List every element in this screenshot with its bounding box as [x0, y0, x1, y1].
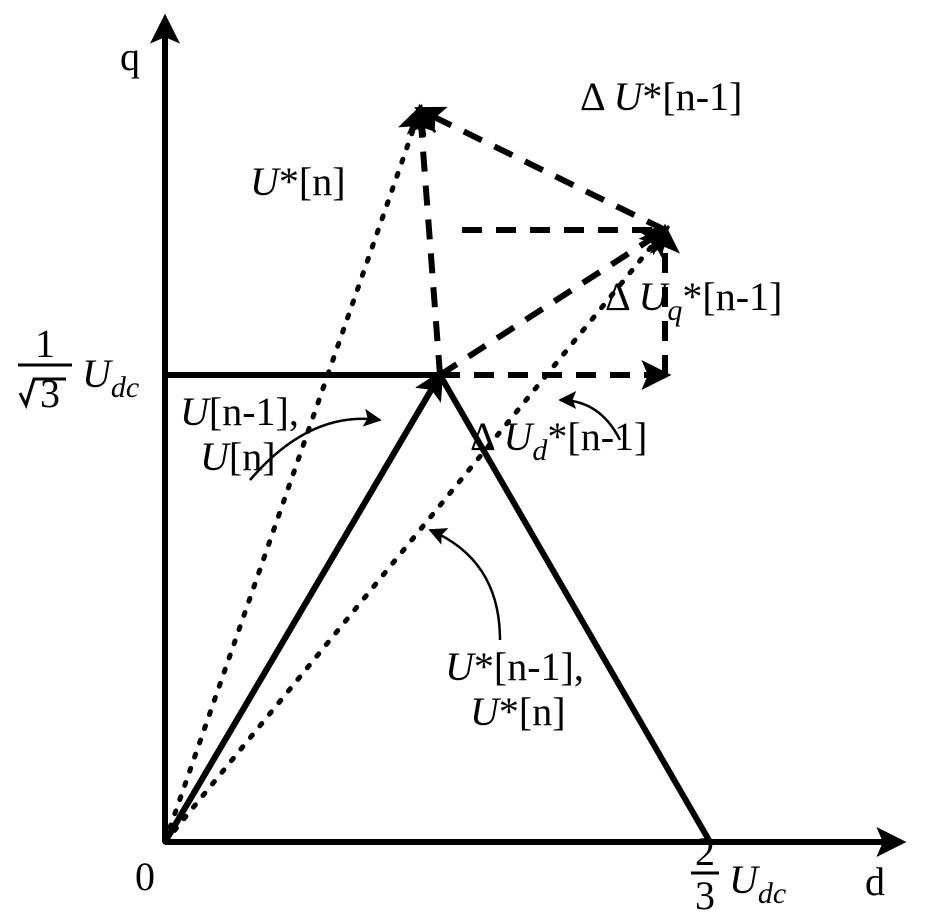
label-Ustar-n: U*[n]	[250, 159, 346, 204]
ytick-frac-den: 3	[40, 371, 60, 416]
label-delta-Uq: Δ Uq*[n-1]	[605, 274, 782, 327]
ytick-udc: Udc	[82, 351, 139, 404]
label-delta-Ustar: Δ U*[n-1]	[580, 74, 742, 119]
d-axis-label: d	[865, 859, 885, 904]
label-U-nm1: U[n-1],	[180, 389, 299, 434]
vector-delta-Ustar	[420, 110, 665, 230]
vector-diagram: qd013Udc23UdcU*[n]Δ U*[n-1]Δ Uq*[n-1]Δ U…	[0, 0, 936, 920]
origin-label: 0	[135, 854, 155, 899]
ytick-frac-num: 1	[35, 321, 55, 366]
label-delta-Ud: Δ Ud*[n-1]	[470, 414, 647, 467]
xtick-frac-num: 2	[695, 829, 715, 874]
vector-delta-PA	[420, 110, 440, 375]
pointer-Ustar	[430, 530, 500, 640]
xtick-udc: Udc	[729, 857, 786, 910]
q-axis-label: q	[120, 34, 140, 79]
label-Ustar-n2: U*[n]	[470, 689, 566, 734]
vector-Ustar-nm1	[165, 230, 665, 842]
xtick-frac-den: 3	[695, 873, 715, 918]
label-U-n: U[n]	[200, 434, 276, 479]
label-Ustar-nm1: U*[n-1],	[445, 644, 584, 689]
